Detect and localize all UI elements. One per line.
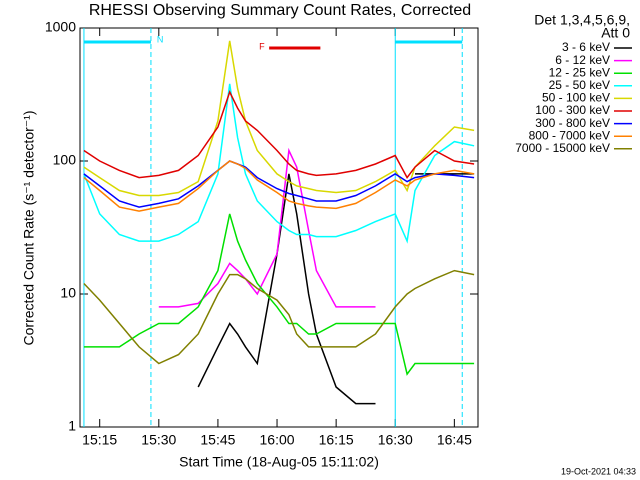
x-axis-title: Start Time (18-Aug-05 15:11:02) <box>179 454 379 470</box>
flare-label: F <box>259 41 265 51</box>
legend-label: 7000 - 15000 keV <box>515 141 610 155</box>
plot-frame <box>79 27 479 428</box>
series-line <box>83 213 475 376</box>
x-tick-label: 15:45 <box>200 432 235 448</box>
legend-label: 3 - 6 keV <box>562 40 610 54</box>
y-tick-label: 1 <box>68 418 76 434</box>
footer: 19-Oct-2021 04:33 <box>561 466 636 476</box>
legend-label: 25 - 50 keV <box>549 78 610 92</box>
legend-label: 300 - 800 keV <box>535 116 610 130</box>
legend-label: 12 - 25 keV <box>549 65 610 79</box>
x-tick-label: 15:30 <box>141 432 176 448</box>
series-line <box>83 269 475 365</box>
series-line <box>83 83 475 244</box>
legend-title: Att 0 <box>601 25 630 41</box>
x-tick-label: 16:00 <box>260 432 295 448</box>
y-tick-label: 10 <box>60 285 76 301</box>
series-line <box>83 40 475 197</box>
y-tick-label: 1000 <box>45 19 76 35</box>
series-line <box>83 160 475 212</box>
x-tick-label: 16:45 <box>437 432 472 448</box>
night-label: N <box>157 34 164 44</box>
series-line <box>83 160 475 208</box>
x-tick-label: 15:15 <box>82 432 117 448</box>
series-line <box>158 147 376 308</box>
x-tick-label: 16:30 <box>378 432 413 448</box>
y-axis-title: Corrected Count Rate (s⁻¹ detector⁻¹) <box>21 111 37 346</box>
x-tick-label: 16:15 <box>319 432 354 448</box>
legend-label: 6 - 12 keV <box>555 53 610 67</box>
legend-label: 100 - 300 keV <box>535 103 610 117</box>
legend-label: 50 - 100 keV <box>542 91 610 105</box>
legend-title: Det 1,3,4,5,6,9, <box>534 12 630 28</box>
y-tick-label: 100 <box>53 152 77 168</box>
legend-label: 800 - 7000 keV <box>529 128 610 142</box>
chart-title: RHESSI Observing Summary Count Rates, Co… <box>89 2 471 19</box>
series-line <box>83 90 475 179</box>
